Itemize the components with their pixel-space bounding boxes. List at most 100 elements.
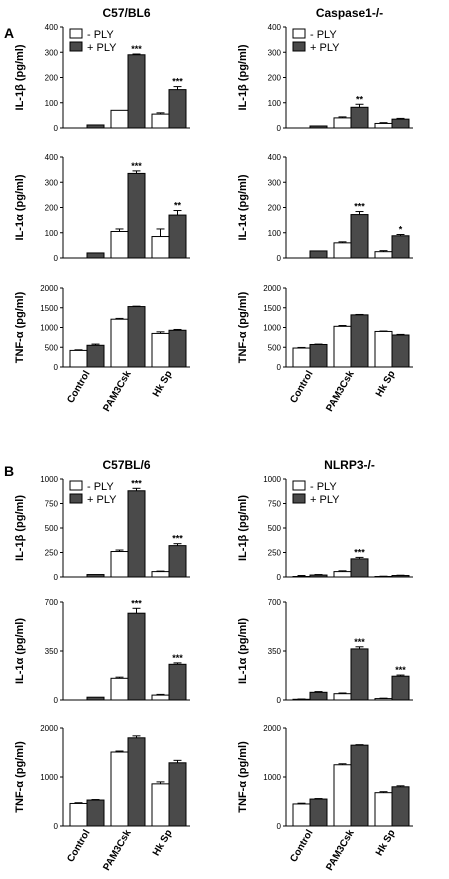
bar-minus-ply (333, 764, 352, 827)
significance-label: *** (354, 637, 365, 647)
bar-minus-ply (333, 693, 352, 701)
legend-swatch-minus-ply (292, 28, 306, 39)
y-tick-label: 1000 (40, 475, 58, 484)
y-tick-label: 100 (268, 99, 282, 108)
x-category-label: Control (65, 828, 92, 864)
bar-plus-ply (86, 252, 105, 259)
significance-label: ** (174, 201, 182, 211)
y-tick-label: 100 (268, 229, 282, 238)
y-axis-label: IL-1β (pg/ml) (237, 495, 249, 561)
y-tick-label: 750 (268, 500, 282, 509)
bar-minus-ply (110, 751, 129, 827)
y-tick-label: 400 (45, 23, 59, 32)
x-category-label: Control (65, 369, 92, 405)
y-tick-label: 2000 (40, 284, 58, 293)
x-category-label: Control (288, 828, 315, 864)
bar-minus-ply (110, 230, 129, 259)
y-tick-label: 400 (45, 153, 59, 162)
y-tick-label: 0 (277, 254, 282, 263)
bar-plus-ply (168, 89, 187, 129)
bar-minus-ply (151, 113, 170, 129)
y-tick-label: 2000 (263, 284, 281, 293)
legend-label: + PLY (87, 494, 117, 506)
bar-plus-ply (391, 334, 410, 368)
bar-plus-ply (86, 344, 105, 368)
y-tick-label: 400 (268, 23, 282, 32)
legend-swatch-minus-ply (292, 480, 306, 491)
chart-title: C57BL/6 (102, 458, 150, 472)
bar-plus-ply (86, 124, 105, 129)
y-tick-label: 300 (45, 48, 59, 57)
bar-plus-ply (168, 762, 187, 827)
y-axis-label: IL-1α (pg/ml) (237, 174, 249, 240)
bar-minus-ply (151, 694, 170, 701)
x-category-label: PAM3Csk (101, 828, 133, 873)
significance-label: *** (395, 665, 406, 675)
bar-plus-ply (127, 306, 146, 368)
y-tick-label: 0 (277, 822, 282, 831)
bar-minus-ply (374, 251, 393, 259)
y-axis-label: IL-1β (pg/ml) (237, 44, 249, 110)
x-category-label: PAM3Csk (101, 369, 133, 414)
y-tick-label: 1500 (263, 304, 281, 313)
y-axis-label: TNF-α (pg/ml) (237, 741, 249, 813)
legend-label: - PLY (310, 481, 337, 493)
y-axis-label: TNF-α (pg/ml) (237, 291, 249, 363)
y-tick-label: 0 (277, 363, 282, 372)
bar-minus-ply (151, 236, 170, 259)
significance-label: *** (172, 77, 183, 87)
bar-plus-ply (127, 737, 146, 827)
y-tick-label: 300 (45, 178, 59, 187)
y-tick-label: 200 (45, 74, 59, 83)
y-tick-label: 750 (45, 500, 59, 509)
y-tick-label: 0 (54, 573, 59, 582)
legend-label: - PLY (87, 481, 114, 493)
legend-label: + PLY (87, 42, 117, 54)
bar-plus-ply (86, 574, 105, 578)
bar-minus-ply (151, 783, 170, 827)
y-axis-label: IL-1α (pg/ml) (237, 618, 249, 684)
bar-plus-ply (350, 558, 369, 578)
bar-plus-ply (168, 663, 187, 701)
legend-swatch-minus-ply (69, 28, 83, 39)
y-tick-label: 1500 (40, 304, 58, 313)
x-category-label: Hk Sp (374, 369, 398, 399)
y-tick-label: 1000 (40, 773, 58, 782)
significance-label: ** (356, 94, 364, 104)
significance-label: *** (131, 161, 142, 171)
y-axis-label: IL-1β (pg/ml) (14, 44, 26, 110)
y-tick-label: 0 (277, 124, 282, 133)
y-tick-label: 200 (268, 74, 282, 83)
y-tick-label: 0 (277, 696, 282, 705)
bar-minus-ply (333, 242, 352, 259)
y-tick-label: 500 (268, 524, 282, 533)
significance-label: *** (354, 547, 365, 557)
x-category-label: PAM3Csk (324, 828, 356, 873)
y-tick-label: 1000 (40, 324, 58, 333)
bar-minus-ply (292, 803, 311, 827)
y-tick-label: 700 (268, 598, 282, 607)
bar-plus-ply (309, 250, 328, 259)
bar-plus-ply (350, 648, 369, 701)
y-tick-label: 300 (268, 178, 282, 187)
bar-minus-ply (110, 677, 129, 701)
bar-minus-ply (374, 330, 393, 368)
bar-minus-ply (110, 551, 129, 578)
bar-plus-ply (127, 490, 146, 578)
bar-minus-ply (110, 318, 129, 368)
bar-plus-ply (350, 106, 369, 129)
bar-plus-ply (350, 744, 369, 827)
y-tick-label: 500 (45, 524, 59, 533)
bar-minus-ply (69, 802, 88, 827)
y-tick-label: 500 (45, 343, 59, 352)
x-category-label: Hk Sp (151, 828, 175, 858)
bar-plus-ply (391, 786, 410, 827)
bar-minus-ply (333, 325, 352, 368)
y-tick-label: 0 (277, 573, 282, 582)
panel-label-b: B (4, 463, 14, 479)
bar-minus-ply (333, 117, 352, 129)
bar-plus-ply (127, 54, 146, 129)
legend-swatch-plus-ply (69, 41, 83, 52)
y-tick-label: 350 (268, 647, 282, 656)
